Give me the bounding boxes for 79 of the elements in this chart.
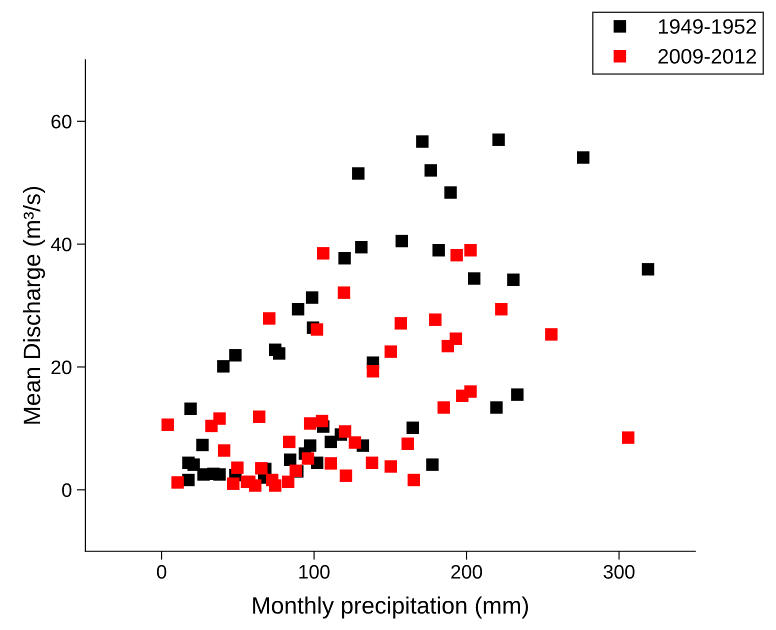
point [384, 345, 397, 358]
point [429, 313, 442, 326]
x-tick-label: 300 [604, 564, 635, 579]
point [622, 431, 634, 444]
point [366, 456, 378, 470]
point [642, 263, 654, 276]
point [338, 425, 352, 438]
point [263, 312, 276, 325]
point [468, 272, 480, 285]
point [304, 417, 316, 430]
point [231, 462, 244, 474]
point [432, 244, 445, 256]
point [229, 349, 242, 362]
point [184, 402, 197, 415]
point [366, 365, 380, 378]
point [426, 458, 439, 471]
point [338, 286, 350, 299]
point [324, 436, 338, 448]
point [396, 234, 408, 248]
y-tick-label: 40 [50, 238, 72, 252]
point [442, 340, 454, 352]
x-tick-label: 0 [156, 564, 166, 579]
point [317, 247, 330, 260]
point [464, 244, 477, 256]
point [252, 410, 266, 423]
point [171, 476, 184, 489]
y-axis-title: Mean Discharge (m³/s) [22, 186, 45, 424]
point [545, 328, 558, 341]
point [492, 133, 505, 146]
point [355, 240, 368, 254]
point [255, 462, 268, 475]
legend-label: 1949-1952 [658, 19, 756, 34]
point [338, 252, 351, 264]
point [217, 360, 230, 373]
y-tick-label: 0 [62, 483, 72, 498]
point [408, 474, 420, 486]
point [394, 317, 408, 330]
y-tick-label: 60 [52, 114, 72, 129]
point [196, 438, 209, 452]
point [268, 479, 282, 492]
point [444, 186, 457, 199]
point [507, 274, 520, 286]
point [249, 479, 262, 492]
x-axis-title: Monthly precipitation (mm) [253, 596, 528, 618]
point [384, 460, 397, 473]
point [424, 164, 437, 177]
point [213, 468, 226, 481]
point [187, 458, 200, 471]
point [282, 476, 294, 488]
point [456, 390, 469, 402]
point [205, 420, 218, 432]
point [495, 303, 508, 316]
point [416, 135, 429, 148]
point [437, 401, 450, 414]
x-tick-label: 200 [451, 564, 482, 579]
point [310, 323, 324, 336]
point [450, 248, 463, 262]
legend-label: 2009-2012 [658, 48, 756, 64]
point [306, 291, 318, 304]
point [302, 452, 314, 465]
point [161, 418, 174, 431]
point [348, 436, 362, 449]
point [284, 454, 296, 466]
point [272, 347, 286, 360]
point [406, 422, 419, 434]
point [283, 436, 296, 448]
point [340, 469, 352, 482]
point [316, 414, 328, 428]
point [490, 401, 503, 414]
point [402, 438, 414, 450]
x-tick-label: 100 [299, 564, 330, 579]
y-tick-label: 20 [52, 360, 72, 374]
point [324, 457, 338, 470]
point [292, 303, 304, 316]
point [227, 477, 240, 490]
point [577, 151, 590, 164]
point [352, 167, 365, 180]
point [218, 444, 230, 457]
point [511, 388, 524, 401]
